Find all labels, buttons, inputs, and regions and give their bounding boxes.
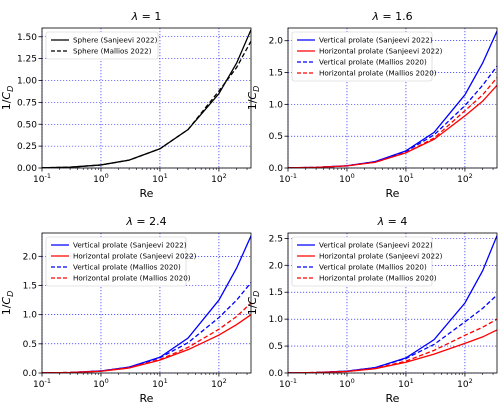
y-tick-label: 1.50 [17,33,37,43]
x-tick-label: 100 [339,172,355,185]
legend-entry: Horizontal prolate (Mallios 2020) [319,69,437,78]
y-tick-label: 1.0 [269,100,284,110]
y-axis-label: 1/CD [0,86,15,111]
chart-title: λ = 1.6 [371,10,412,23]
series-line-horizontal-prolate-mallios-2020 [42,302,251,373]
x-tick-label: 10-1 [33,172,51,185]
series-line-horizontal-prolate-mallios-2020 [288,77,497,168]
x-axis-label: Re [386,187,400,200]
x-tick-label: 100 [339,377,355,390]
legend: Vertical prolate (Sanjeevi 2022) Horizont… [45,236,197,287]
y-tick-label: 0.00 [17,164,37,174]
y-tick-label: 1.5 [23,282,37,292]
y-tick-label: 0.5 [23,340,37,350]
y-tick-label: 1.00 [17,77,37,87]
panel-lambda-2-4: 10-1 100 101 102 0.0 0.5 1.0 1.5 2.0 λ = 2.4 Re 1/C… [0,215,252,405]
y-tick-label: 0.0 [269,369,284,379]
legend-entry: Vertical prolate (Mallios 2020) [319,58,427,67]
y-tick-label: 1.5 [269,288,283,298]
y-tick-label: 2.0 [269,261,284,271]
x-tick-label: 100 [93,377,109,390]
axes-frame [287,27,498,169]
x-tick-label: 101 [398,172,414,185]
x-tick-label: 100 [93,172,109,185]
x-tick-label: 101 [152,377,168,390]
y-axis-label: 1/CD [246,86,261,111]
series-line-horizontal-prolate-mallios-2020 [288,318,497,373]
legend-entry: Horizontal prolate (Mallios 2020) [73,274,191,283]
legend-entry: Sphere (Mallios 2022) [73,47,152,56]
legend: Vertical prolate (Sanjeevi 2022) Horizont… [291,236,443,287]
legend-entry: Horizontal prolate (Sanjeevi 2022) [73,252,197,261]
axes-frame [41,232,252,374]
y-tick-label: 0.5 [269,132,283,142]
y-tick-label: 0.75 [17,98,37,108]
chart-title: λ = 2.4 [125,215,166,228]
y-tick-label: 0.0 [269,164,284,174]
legend-entry: Vertical prolate (Mallios 2020) [319,263,427,272]
chart-title: λ = 4 [377,215,408,228]
legend-entry: Horizontal prolate (Sanjeevi 2022) [319,47,443,56]
x-tick-label: 10-1 [33,377,51,390]
y-tick-label: 1.0 [269,315,284,325]
chart-title: λ = 1 [131,10,162,23]
y-tick-label: 2.0 [269,37,284,47]
legend-entry: Vertical prolate (Sanjeevi 2022) [319,36,433,45]
x-tick-label: 101 [152,172,168,185]
legend-frame [291,31,433,82]
y-tick-label: 0.0 [23,369,38,379]
y-tick-label: 2.5 [269,234,283,244]
x-tick-label: 102 [457,377,473,390]
x-tick-label: 102 [457,172,473,185]
x-axis-label: Re [140,392,154,405]
y-tick-label: 2.0 [23,252,38,262]
y-tick-label: 0.5 [269,342,283,352]
axes-frame [41,27,252,169]
legend-entry: Horizontal prolate (Mallios 2020) [319,274,437,283]
x-tick-label: 102 [211,172,227,185]
panel-lambda-4: 10-1 100 101 102 0.0 0.5 1.0 1.5 2.0 2.5 λ = 4 Re 1/… [246,215,498,405]
x-tick-label: 102 [211,377,227,390]
y-tick-label: 1.25 [17,55,37,65]
panel-lambda-1: 10-1 100 101 102 0.00 0.25 0.50 0.75 1.00 1.25 1.5… [0,10,252,200]
series-line-sphere-mallios-2022 [42,40,251,168]
x-tick-label: 10-1 [279,377,297,390]
legend-frame [291,236,433,287]
axes-frame [287,232,498,374]
legend-entry: Vertical prolate (Sanjeevi 2022) [319,241,433,250]
legend-entry: Vertical prolate (Sanjeevi 2022) [73,241,187,250]
legend: Vertical prolate (Sanjeevi 2022) Horizont… [291,31,443,82]
legend-frame [45,31,159,60]
legend-entry: Sphere (Sanjeevi 2022) [73,36,158,45]
y-axis-label: 1/CD [246,291,261,316]
y-axis-label: 1/CD [0,291,15,316]
y-tick-label: 1.5 [269,69,283,79]
legend: Sphere (Sanjeevi 2022) Sphere (Mallios 20… [45,31,159,60]
panel-lambda-1-6: 10-1 100 101 102 0.0 0.5 1.0 1.5 2.0 λ = 1.6 Re 1/C… [246,10,498,200]
legend-frame [45,236,187,287]
x-axis-label: Re [386,392,400,405]
y-tick-label: 0.50 [17,120,37,130]
legend-entry: Vertical prolate (Mallios 2020) [73,263,181,272]
legend-entry: Horizontal prolate (Sanjeevi 2022) [319,252,443,261]
x-tick-label: 101 [398,377,414,390]
y-tick-label: 1.0 [23,311,38,321]
x-axis-label: Re [140,187,154,200]
x-tick-label: 10-1 [279,172,297,185]
y-tick-label: 0.25 [17,142,37,152]
